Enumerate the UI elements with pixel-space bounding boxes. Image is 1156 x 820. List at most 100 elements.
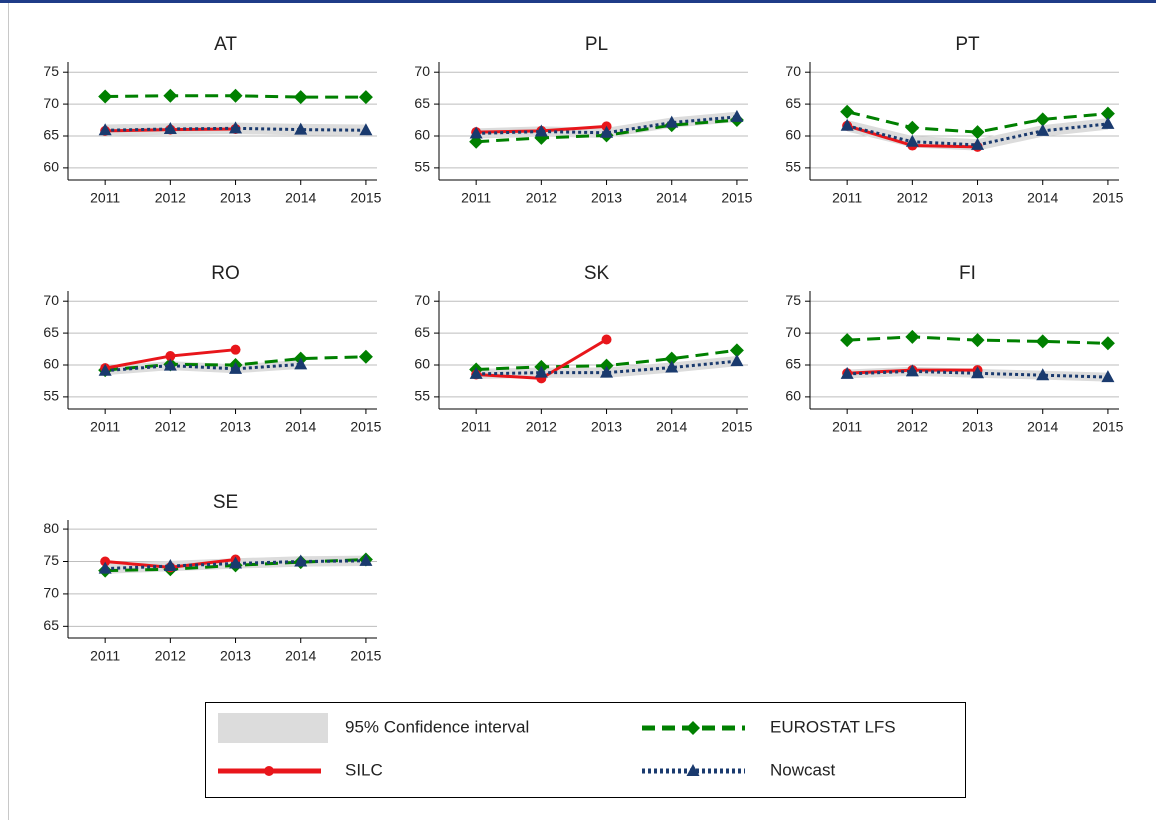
legend-label: EUROSTAT LFS [770, 717, 896, 736]
y-tick-label: 70 [43, 292, 59, 308]
legend-swatch [218, 713, 328, 743]
y-tick-label: 60 [785, 127, 801, 143]
y-tick-label: 70 [414, 292, 430, 308]
y-tick-label: 60 [43, 356, 59, 372]
x-tick-label: 2012 [526, 419, 557, 435]
marker [971, 137, 985, 150]
y-tick-label: 65 [414, 95, 430, 111]
marker [469, 126, 483, 139]
marker [971, 366, 985, 379]
marker [534, 365, 548, 378]
y-tick-label: 75 [43, 552, 59, 568]
y-tick-label: 70 [785, 63, 801, 79]
x-tick-label: 2013 [220, 648, 251, 664]
x-tick-label: 2012 [155, 419, 186, 435]
x-tick-label: 2014 [1027, 190, 1058, 206]
marker [294, 122, 308, 135]
panel-title: FI [959, 263, 976, 284]
marker [730, 109, 744, 122]
marker [1035, 112, 1050, 127]
marker [970, 125, 985, 140]
panel-title: AT [214, 34, 237, 55]
marker [664, 351, 679, 366]
y-tick-label: 65 [785, 95, 801, 111]
marker [534, 124, 548, 137]
marker [230, 344, 241, 355]
x-tick-label: 2015 [1092, 419, 1123, 435]
marker [729, 343, 744, 358]
marker [1100, 106, 1115, 121]
marker [98, 561, 112, 574]
marker [1101, 116, 1115, 129]
x-tick-label: 2012 [155, 648, 186, 664]
x-tick-label: 2014 [1027, 419, 1058, 435]
x-tick-label: 2011 [832, 190, 862, 206]
marker [600, 125, 614, 138]
y-tick-label: 55 [43, 388, 59, 404]
marker [293, 90, 308, 105]
marker [264, 766, 274, 776]
x-tick-label: 2015 [721, 190, 752, 206]
marker [686, 764, 700, 776]
marker [294, 357, 308, 370]
window-top-bar [0, 0, 1156, 3]
marker [358, 349, 373, 364]
x-tick-label: 2013 [220, 190, 251, 206]
series-line [105, 126, 366, 132]
marker [229, 361, 243, 374]
series-line [476, 359, 738, 376]
legend-label: SILC [345, 760, 383, 779]
x-tick-label: 2015 [350, 419, 381, 435]
x-tick-label: 2015 [350, 648, 381, 664]
x-tick-label: 2015 [721, 419, 752, 435]
legend-label: 95% Confidence interval [345, 717, 529, 736]
x-tick-label: 2011 [90, 648, 120, 664]
marker [686, 721, 700, 735]
x-tick-label: 2015 [1092, 190, 1123, 206]
panel-title: RO [211, 263, 240, 284]
x-tick-label: 2013 [220, 419, 251, 435]
y-tick-label: 70 [43, 585, 59, 601]
y-tick-label: 70 [785, 324, 801, 340]
marker [163, 559, 177, 572]
marker [469, 366, 483, 379]
series-line [105, 362, 301, 373]
x-tick-label: 2013 [591, 190, 622, 206]
panel-title: PL [585, 34, 608, 55]
marker [1036, 123, 1050, 136]
y-tick-label: 75 [43, 63, 59, 79]
y-tick-label: 55 [785, 159, 801, 175]
y-tick-label: 60 [43, 159, 59, 175]
marker [599, 358, 614, 373]
marker [905, 120, 920, 135]
marker [601, 334, 612, 345]
marker [730, 354, 744, 367]
x-tick-label: 2011 [461, 419, 491, 435]
marker [163, 88, 178, 103]
marker [228, 88, 243, 103]
x-tick-label: 2014 [285, 648, 316, 664]
marker [98, 123, 112, 136]
y-tick-label: 55 [414, 388, 430, 404]
marker [100, 556, 111, 567]
x-tick-label: 2011 [90, 190, 120, 206]
marker [98, 89, 113, 104]
x-tick-label: 2012 [897, 190, 928, 206]
marker [98, 363, 112, 376]
y-tick-label: 65 [43, 127, 59, 143]
panel-title: SK [584, 263, 610, 284]
legend-label: Nowcast [770, 760, 835, 779]
marker [359, 553, 373, 566]
marker [840, 366, 854, 379]
marker [358, 90, 373, 105]
y-tick-label: 65 [43, 617, 59, 633]
series-line [847, 369, 1108, 379]
y-tick-label: 55 [414, 159, 430, 175]
marker [665, 115, 679, 128]
marker [840, 118, 854, 131]
y-tick-label: 60 [785, 388, 801, 404]
panel-title: SE [213, 492, 238, 513]
y-tick-label: 60 [414, 356, 430, 372]
